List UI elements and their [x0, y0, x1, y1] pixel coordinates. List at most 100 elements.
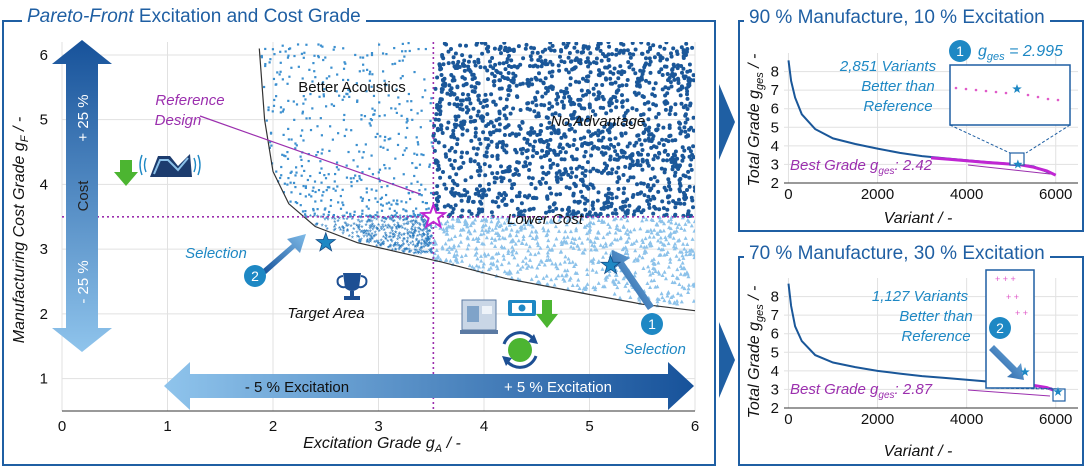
x-tick-label: 0 [784, 186, 792, 203]
cost-arrow-icon [536, 300, 558, 328]
scatter-point [531, 130, 536, 135]
scatter-point [481, 231, 486, 236]
scatter-point: * [370, 219, 373, 228]
scatter-point [560, 241, 565, 245]
scatter-point [361, 212, 364, 215]
scatter-point [585, 231, 590, 236]
scatter-point [634, 107, 639, 112]
scatter-point [630, 42, 635, 45]
scatter-point [678, 163, 682, 168]
scatter-point [545, 115, 550, 120]
scatter-point [464, 43, 468, 48]
scatter-point: * [405, 216, 408, 225]
scatter-point [665, 57, 669, 62]
scatter-point [688, 103, 692, 108]
scatter-point [595, 198, 600, 203]
scatter-point [684, 252, 689, 257]
scatter-point [681, 74, 686, 79]
scatter-point [679, 226, 684, 230]
scatter-point [373, 109, 376, 112]
scatter-point [415, 207, 418, 210]
scatter-point: * [426, 234, 429, 243]
scatter-point [683, 120, 688, 125]
scatter-point: * [387, 245, 390, 254]
scatter-point [460, 258, 465, 263]
scatter-point [460, 150, 464, 155]
scatter-point [495, 171, 500, 175]
scatter-point [603, 65, 608, 70]
scatter-point [599, 138, 604, 143]
scatter-point [405, 186, 408, 189]
scatter-point [673, 241, 678, 246]
scatter-point [473, 134, 478, 139]
scatter-point [410, 108, 413, 112]
scatter-point [545, 126, 550, 130]
scatter-point [610, 52, 615, 57]
scatter-point: * [426, 242, 429, 251]
scatter-point [478, 183, 482, 188]
scatter-point [438, 225, 443, 230]
scatter-point [543, 91, 548, 96]
scatter-point [304, 98, 307, 101]
scatter-point [548, 158, 552, 163]
scatter-point [363, 115, 367, 118]
scatter-point [475, 81, 480, 85]
scatter-point [436, 163, 441, 168]
scatter-point [661, 158, 666, 163]
scatter-point [566, 70, 571, 75]
scatter-point [569, 240, 574, 244]
scatter-point: * [343, 220, 346, 229]
scatter-point: * [423, 226, 426, 235]
scatter-point [646, 100, 651, 105]
scatter-point [376, 132, 379, 136]
scatter-point: * [320, 214, 323, 223]
scatter-point [544, 220, 549, 225]
scatter-point [562, 157, 567, 162]
scatter-point [688, 251, 693, 256]
scatter-point [493, 200, 498, 205]
scatter-point [369, 124, 372, 127]
scatter-point [562, 268, 567, 273]
scatter-point [319, 160, 322, 163]
scatter-point [644, 244, 649, 249]
scatter-point: * [387, 214, 390, 223]
scatter-point [432, 251, 437, 256]
scatter-point [615, 285, 620, 290]
scatter-point [641, 266, 646, 270]
scatter-point [627, 203, 632, 208]
scatter-point: * [389, 231, 392, 240]
scatter-point: * [429, 249, 432, 258]
scatter-point: * [342, 230, 345, 239]
scatter-point [616, 165, 621, 170]
scatter-point [330, 103, 333, 106]
scatter-point [680, 70, 684, 75]
scatter-point [479, 218, 484, 223]
scatter-point [448, 88, 453, 93]
scatter-point [542, 140, 546, 145]
scatter-point [457, 65, 462, 69]
scatter-point [297, 65, 300, 68]
scatter-point [276, 71, 279, 74]
scatter-point: * [403, 248, 406, 257]
scatter-point [360, 178, 363, 182]
scatter-point [573, 262, 578, 266]
scatter-point [476, 109, 481, 114]
scatter-point [467, 263, 472, 268]
scatter-point [555, 101, 560, 106]
scatter-point [384, 193, 388, 197]
scatter-point [502, 113, 507, 118]
scatter-point: * [372, 214, 375, 223]
scatter-point [493, 102, 498, 107]
scatter-point [681, 50, 686, 55]
scatter-point [454, 258, 459, 263]
scatter-point [473, 191, 478, 196]
scatter-point [345, 164, 348, 167]
scatter-point [583, 173, 588, 178]
scatter-point [675, 156, 680, 161]
scatter-point [577, 80, 582, 85]
selection-1-label: Selection [624, 341, 686, 358]
scatter-point [458, 232, 463, 237]
scatter-point [389, 137, 392, 140]
scatter-point [681, 190, 686, 195]
scatter-point [433, 241, 438, 245]
